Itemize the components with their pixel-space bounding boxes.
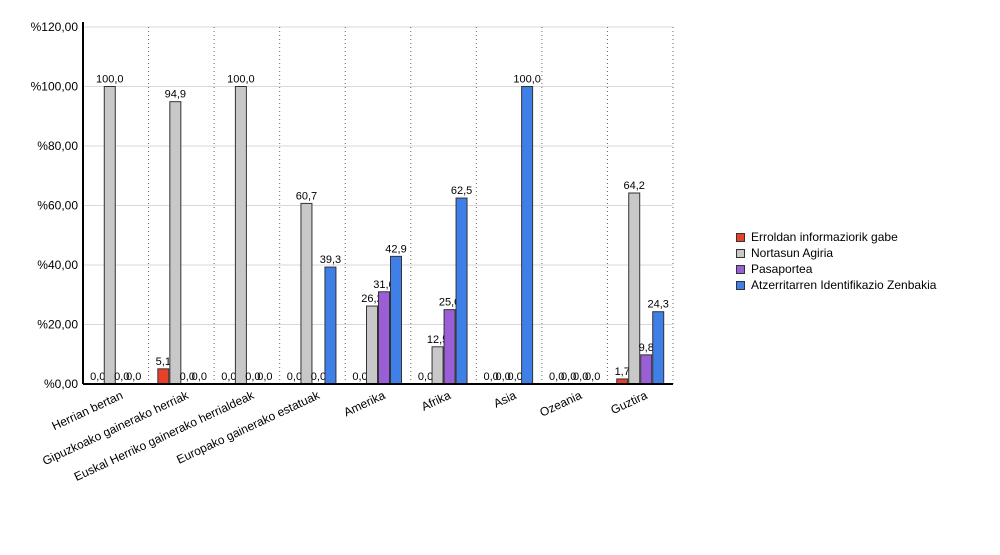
data-label: 0,0: [180, 371, 195, 383]
data-label: 0,0: [549, 371, 564, 383]
bar: [628, 192, 641, 385]
data-label: 5,1: [156, 356, 171, 368]
data-label: 42,9: [385, 243, 406, 255]
y-tick-label: %20,00: [37, 318, 78, 332]
data-label: 9,8: [639, 342, 654, 354]
bar: [378, 291, 390, 385]
bar: [366, 305, 378, 385]
data-label: 0,0: [573, 371, 588, 383]
legend-item: Pasaportea: [736, 261, 936, 277]
x-tick-label: Asia: [491, 388, 518, 411]
data-label: 0,0: [585, 371, 600, 383]
bar: [640, 354, 653, 385]
data-label: 0,0: [90, 371, 105, 383]
data-label: 0,0: [257, 371, 272, 383]
y-tick-label: %120,00: [31, 20, 79, 34]
data-label: 0,0: [507, 371, 522, 383]
data-label: 0,0: [245, 371, 260, 383]
data-label: 25,0: [439, 297, 460, 309]
data-label: 0,0: [287, 371, 302, 383]
y-tick-label: %0,00: [44, 377, 78, 391]
legend-label: Pasaportea: [751, 262, 813, 276]
data-label: 0,0: [221, 371, 236, 383]
bar: [169, 101, 182, 385]
data-label: 0,0: [418, 371, 433, 383]
data-label: 0,0: [352, 371, 367, 383]
data-label: 0,0: [495, 371, 510, 383]
x-tick-label: Ozeania: [538, 388, 585, 420]
data-label: 26,2: [361, 293, 382, 305]
legend-swatch: [736, 280, 745, 290]
data-label: 0,0: [311, 371, 326, 383]
data-label: 24,3: [648, 299, 669, 311]
data-label: 1,7: [615, 366, 630, 378]
data-label: 60,7: [296, 190, 317, 202]
data-label: 0,0: [192, 371, 207, 383]
data-label: 0,0: [561, 371, 576, 383]
data-label: 0,0: [114, 371, 129, 383]
legend-swatch: [736, 232, 745, 242]
bar: [103, 86, 116, 385]
bar: [390, 255, 402, 385]
data-label: 0,0: [126, 371, 141, 383]
data-label: 64,2: [624, 180, 645, 192]
bar: [455, 197, 468, 385]
legend: Erroldan informaziorik gabe Nortasun Agir…: [736, 229, 936, 293]
data-label: 0,0: [483, 371, 498, 383]
x-tick-label: Guztira: [609, 388, 650, 417]
bar: [157, 368, 170, 385]
data-label: 31,0: [373, 279, 394, 291]
legend-item: Nortasun Agiria: [736, 245, 936, 261]
legend-item: Atzerritarren Identifikazio Zenbakia: [736, 277, 936, 293]
data-label: 12,5: [427, 334, 448, 346]
y-tick-label: %100,00: [31, 80, 79, 94]
data-label: 100,0: [513, 74, 541, 86]
data-label: 100,0: [96, 74, 124, 86]
bar: [234, 86, 247, 385]
legend-label: Nortasun Agiria: [751, 246, 834, 260]
legend-label: Atzerritarren Identifikazio Zenbakia: [751, 278, 937, 292]
x-tick-label: Amerika: [341, 388, 387, 419]
data-label: 39,3: [320, 254, 341, 266]
legend-label: Erroldan informaziorik gabe: [751, 230, 898, 244]
data-label: 100,0: [227, 74, 255, 86]
bar: [652, 311, 665, 385]
bar: [521, 86, 534, 385]
bar: [300, 202, 313, 385]
data-label: 62,5: [451, 185, 472, 197]
bar: [443, 309, 456, 385]
bar: [324, 266, 337, 385]
y-tick-label: %80,00: [37, 139, 78, 153]
bar: [431, 346, 444, 385]
y-tick-label: %60,00: [37, 199, 78, 213]
data-label: 94,9: [165, 89, 186, 101]
y-tick-label: %40,00: [37, 258, 78, 272]
legend-item: Erroldan informaziorik gabe: [736, 229, 936, 245]
legend-swatch: [736, 248, 745, 258]
legend-swatch: [736, 264, 745, 274]
x-tick-label: Afrika: [419, 388, 453, 414]
